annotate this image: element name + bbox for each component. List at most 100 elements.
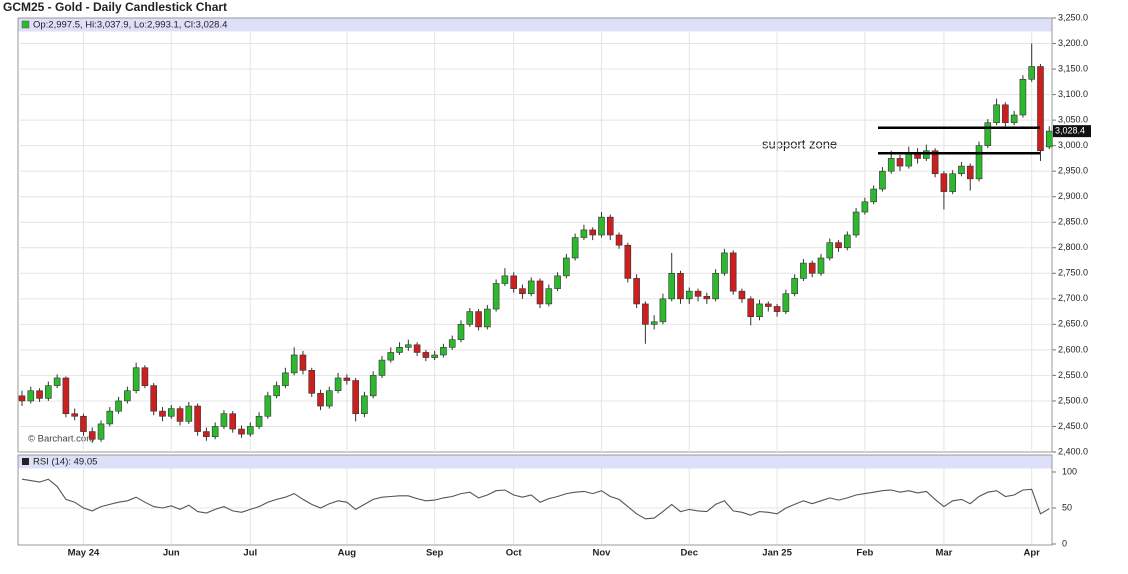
candle-body (642, 303, 649, 325)
x-tick-label: Mar (935, 548, 952, 559)
candle-body (255, 415, 263, 427)
y-tick-label: 2,800.0 (1058, 242, 1088, 252)
watermark: © Barchart.com (28, 434, 94, 445)
y-tick-label: 2,400.0 (1058, 446, 1088, 456)
candle-body (141, 367, 149, 386)
x-tick-label: May 24 (68, 548, 100, 559)
candle-body (580, 229, 588, 238)
price-panel (17, 17, 1053, 453)
candle-body (246, 426, 254, 435)
candle-body (194, 405, 201, 432)
candle-body (299, 354, 307, 371)
x-tick-label: Oct (506, 548, 523, 559)
candle-body (378, 359, 386, 376)
legend-strip (18, 18, 1052, 32)
candle-body (36, 390, 43, 399)
candle-body (475, 311, 482, 328)
candle-body (1002, 104, 1009, 123)
candle-body (431, 354, 438, 358)
candle-body (369, 375, 377, 397)
candle-body (606, 216, 614, 236)
y-tick-label: 2,600.0 (1058, 344, 1088, 354)
legend-text: Op:2,997.5, Hi:3,037.9, Lo:2,993.1, Cl:3… (33, 20, 227, 31)
candle-body (106, 410, 114, 425)
candle-body (150, 385, 157, 412)
candle-body (729, 252, 737, 292)
candle-body (132, 367, 140, 392)
candle-body (1028, 66, 1035, 80)
candle-body (738, 290, 746, 300)
candle-body (510, 275, 517, 289)
candle-body (615, 234, 623, 246)
y-tick-label: 2,950.0 (1058, 166, 1088, 176)
y-tick-label: 2,700.0 (1058, 293, 1088, 303)
candle-body (861, 201, 869, 213)
candle-body (923, 150, 930, 159)
candle-body (993, 104, 1000, 123)
candle-body (229, 413, 237, 430)
candle-body (685, 290, 693, 300)
y-tick-label: 2,650.0 (1058, 319, 1088, 329)
y-tick-label: 2,550.0 (1058, 370, 1088, 380)
candle-body (791, 278, 798, 295)
candle-body (18, 395, 26, 402)
candle-body (527, 280, 535, 295)
rsi-y-tick-label: 50 (1062, 502, 1072, 512)
y-tick-label: 2,750.0 (1058, 268, 1088, 278)
candle-body (817, 257, 825, 274)
candle-body (396, 347, 403, 353)
candle-body (571, 237, 579, 259)
candle-body (826, 242, 834, 259)
candle-body (536, 280, 544, 305)
candle-body (940, 173, 948, 192)
candle-body (124, 390, 131, 402)
candle-body (966, 165, 974, 180)
candle-body (352, 380, 359, 415)
candle-body (264, 395, 272, 417)
candle-body (545, 288, 553, 305)
candle-body (1037, 66, 1044, 152)
candle-body (484, 308, 491, 328)
candle-body (220, 413, 228, 427)
candle-body (53, 377, 61, 386)
candle-body (668, 272, 676, 300)
candle-body (492, 283, 500, 310)
annotation-text: support zone (762, 136, 837, 151)
candle-body (554, 275, 561, 289)
candle-body (721, 252, 728, 274)
candle-body (238, 428, 245, 435)
candle-body (282, 372, 289, 386)
candle-body (45, 385, 52, 399)
candle-body (1010, 114, 1018, 123)
candle-body (167, 408, 175, 417)
rsi-label: RSI (14): 49.05 (33, 457, 97, 468)
candle-body (984, 122, 992, 146)
candle-body (62, 377, 70, 415)
candle-body (949, 173, 956, 192)
candle-body (343, 377, 351, 381)
candle-body (703, 295, 711, 300)
last-price-label: 3,028.4 (1055, 126, 1085, 136)
candle-body (317, 392, 324, 407)
candle-body (97, 423, 105, 440)
candle-body (800, 262, 807, 279)
candle-body (905, 153, 913, 167)
candle-body (773, 306, 781, 312)
candle-body (931, 150, 939, 175)
candle-body (975, 145, 983, 180)
y-tick-label: 3,100.0 (1058, 89, 1088, 99)
candle-body (650, 321, 658, 325)
candle-body (185, 405, 193, 422)
legend-swatch (21, 20, 30, 29)
candle-body (764, 303, 772, 307)
candle-body (712, 272, 719, 300)
candle-body (659, 298, 667, 323)
candle-body (80, 415, 87, 432)
candle-body (677, 272, 684, 300)
y-tick-label: 3,150.0 (1058, 63, 1088, 73)
rsi-y-tick-label: 100 (1062, 466, 1077, 476)
y-tick-label: 3,200.0 (1058, 38, 1088, 48)
candle-body (852, 211, 860, 236)
candle-body (589, 229, 597, 236)
